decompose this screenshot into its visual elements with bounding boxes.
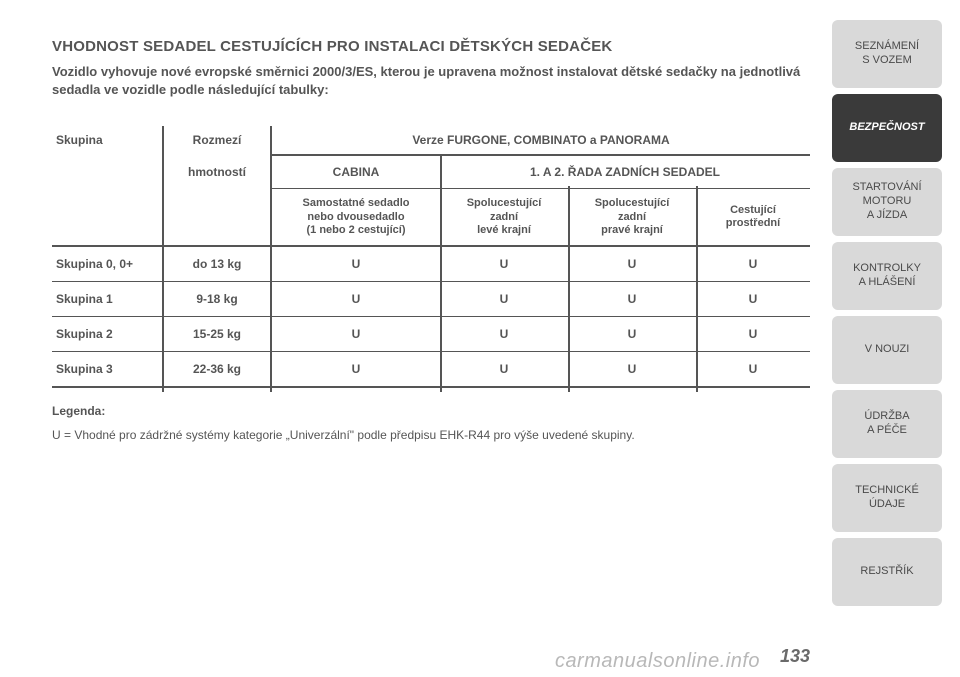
th-sub-cabina: Samostatné sedadlo nebo dvousedadlo (1 n… xyxy=(272,197,440,237)
th-cabina: CABINA xyxy=(272,165,440,179)
watermark: carmanualsonline.info xyxy=(555,650,760,673)
tab-bezpecnost[interactable]: BEZPEČNOST xyxy=(832,94,942,162)
th-rady: 1. A 2. ŘADA ZADNÍCH SEDADEL xyxy=(440,165,810,179)
th-sub-leve: Spolucestující zadní levé krajní xyxy=(440,197,568,237)
tab-kontrolky[interactable]: KONTROLKY A HLÁŠENÍ xyxy=(832,242,942,310)
th-skupina: Skupina xyxy=(52,133,162,147)
sidebar: SEZNÁMENÍ S VOZEM BEZPEČNOST STARTOVÁNÍ … xyxy=(832,20,942,612)
tab-technicke[interactable]: TECHNICKÉ ÚDAJE xyxy=(832,464,942,532)
th-rozmezi-l1: Rozmezí xyxy=(162,133,272,147)
intro-paragraph: Vozidlo vyhovuje nové evropské směrnici … xyxy=(52,63,810,98)
tab-startovani[interactable]: STARTOVÁNÍ MOTORU A JÍZDA xyxy=(832,168,942,236)
legend-text: U = Vhodné pro zádržné systémy kategorie… xyxy=(52,428,810,442)
th-sub-stred: Cestující prostřední xyxy=(696,204,810,230)
suitability-table: Skupina Rozmezí Verze FURGONE, COMBINATO… xyxy=(52,126,810,388)
tab-rejstrik[interactable]: REJSTŘÍK xyxy=(832,538,942,606)
page-title: VHODNOST SEDADEL CESTUJÍCÍCH PRO INSTALA… xyxy=(52,38,810,55)
tab-vnouzi[interactable]: V NOUZI xyxy=(832,316,942,384)
page-number: 133 xyxy=(780,646,810,667)
legend-title: Legenda: xyxy=(52,404,810,418)
tab-seznameni[interactable]: SEZNÁMENÍ S VOZEM xyxy=(832,20,942,88)
th-rozmezi-l2: hmotností xyxy=(162,165,272,179)
th-verze: Verze FURGONE, COMBINATO a PANORAMA xyxy=(272,133,810,147)
th-sub-prave: Spolucestující zadní pravé krajní xyxy=(568,197,696,237)
tab-udrzba[interactable]: ÚDRŽBA A PÉČE xyxy=(832,390,942,458)
